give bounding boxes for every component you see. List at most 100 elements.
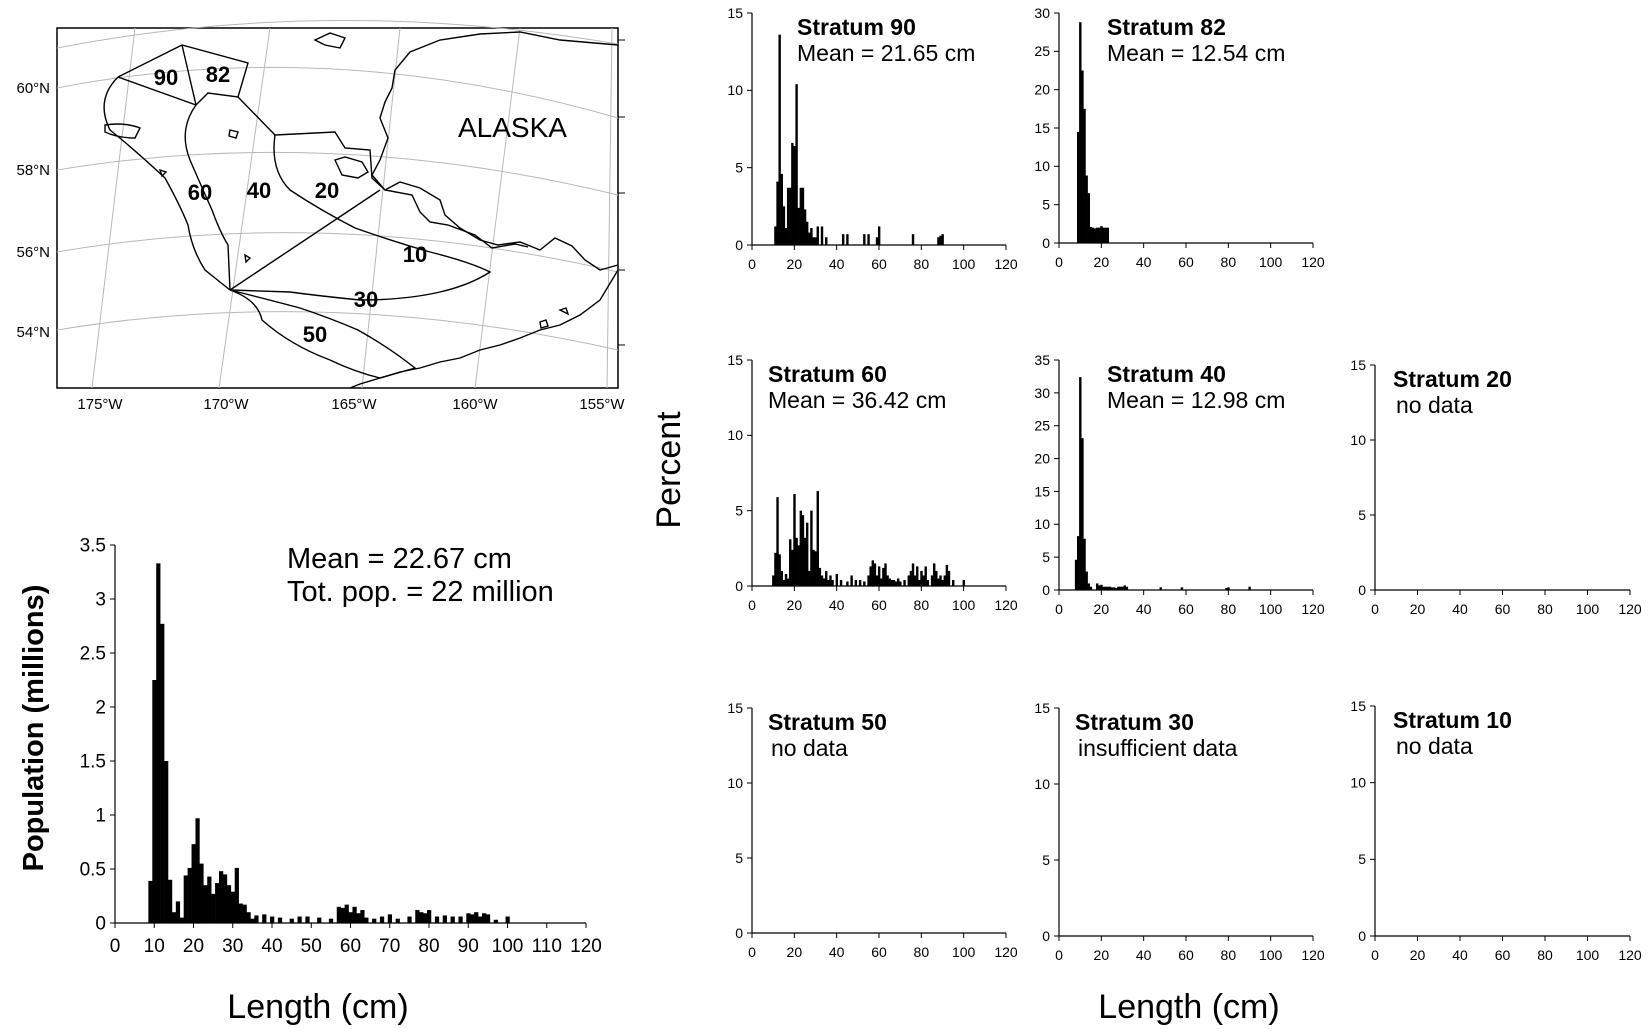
histogram-bar [160,623,165,923]
stratum-number: 90 [154,65,178,90]
main-length-histogram: 0 0.5 1 1.5 2 2.5 3 3.5 0 10 20 30 40 50 60 70 80 90 100 11… [80,536,602,957]
histogram-bar [356,913,361,923]
histogram-bar [835,573,839,586]
x-tick-label: 0 [1371,947,1379,963]
y-tick-label: 0 [735,578,743,594]
x-tick-label: 20 [1094,947,1110,963]
stratum-number: 40 [247,178,271,203]
y-tick-label: 0 [1358,582,1366,598]
lat-label: 54°N [16,324,50,341]
histogram-bar [812,237,815,245]
x-tick-label: 120 [994,597,1018,613]
histogram-bar [831,579,834,586]
histogram-bar [466,913,471,923]
main-mean-label: Mean = 22.67 cm [287,543,512,575]
histogram-bar [1112,587,1116,590]
x-tick-label: 60 [871,597,887,613]
histogram-bar [786,187,790,245]
y-tick-label: 15 [727,700,743,716]
histogram-bar [774,552,777,586]
histogram-bar [805,221,809,245]
y-tick-label: 20 [1034,82,1050,98]
y-tick-label: 5 [735,503,743,519]
histogram-bar [780,570,783,586]
x-tick-label: 20 [183,936,204,957]
histogram-bar [254,915,259,923]
x-tick-label: 80 [1221,947,1237,963]
x-tick-label: 80 [914,256,930,272]
histogram-bar [814,551,817,586]
x-tick-label: 90 [458,936,479,957]
x-tick-label: 20 [787,944,803,960]
x-tick-label: 80 [1537,947,1553,963]
histogram-bar [187,867,192,923]
y-tick-label: 5 [1042,852,1050,868]
y-tick-label: 20 [1034,450,1050,466]
histogram-bar [219,871,224,923]
x-tick-label: 20 [1094,254,1110,270]
x-tick-label: 80 [1221,254,1237,270]
x-tick-label: 120 [1301,601,1325,617]
y-tick-label: 15 [1034,700,1050,716]
histogram-bar [340,907,345,923]
y-tick-label: 2.5 [80,644,106,665]
histogram-bar [1085,571,1088,590]
panel-title: Stratum 60 [768,361,887,387]
histogram-bar [877,566,881,586]
histogram-bar [772,575,775,586]
histogram-bar [801,515,805,586]
panel-title: Stratum 40 [1107,361,1226,387]
map-right-ticks [618,39,625,346]
histogram-bar [1227,587,1230,590]
histogram-bar [816,491,819,586]
histogram-bar [419,912,424,923]
histogram-bar [215,883,220,923]
x-tick-label: 40 [829,597,845,613]
histogram-bar [171,912,177,923]
stratum-40-histogram: 0 5 10 15 20 25 30 35 0 20 40 60 80 100 120 Stratum 40M… [1034,352,1324,617]
histogram-bar [305,916,310,923]
x-tick-label: 0 [1055,601,1063,617]
histogram-bar [786,578,790,586]
y-tick-label: 30 [1034,5,1050,21]
lon-label: 165°W [331,396,377,413]
histogram-bar [778,34,781,245]
x-tick-label: 0 [1055,947,1063,963]
histogram-bar [812,549,815,586]
histogram-bar [364,917,369,923]
y-tick-label: 0 [1042,582,1050,598]
histogram-bar [222,874,228,923]
histogram-bar [207,876,212,923]
histogram-bar [242,904,247,923]
histogram-bar [348,912,353,923]
x-tick-label: 0 [110,936,121,957]
histogram-bar [867,234,870,245]
x-tick-label: 20 [787,256,803,272]
histogram-bar [911,563,915,586]
histogram-bar [1117,586,1120,590]
histogram-bar [387,914,393,923]
histogram-bar [1106,586,1110,590]
histogram-bar [289,918,294,923]
histogram-bar [395,918,400,923]
histogram-bar [1125,586,1129,590]
histogram-bar [191,844,196,923]
histogram-bar [952,579,955,586]
histogram-bar [434,916,440,923]
y-tick-label: 10 [727,775,743,791]
main-total-label: Tot. pop. = 22 million [287,576,554,608]
y-tick-label: 10 [1034,158,1050,174]
x-tick-label: 40 [1136,947,1152,963]
histogram-bar [203,885,208,923]
lon-label: 155°W [579,396,625,413]
y-tick-label: 10 [1034,776,1050,792]
histogram-bar [791,142,794,245]
panel-subtitle: insufficient data [1078,735,1238,761]
histogram-bar [1079,22,1082,244]
histogram-bar [797,207,800,245]
y-tick-label: 5 [1042,549,1050,565]
histogram-bar [810,510,813,586]
x-tick-label: 20 [1410,601,1426,617]
y-tick-label: 10 [1350,432,1366,448]
